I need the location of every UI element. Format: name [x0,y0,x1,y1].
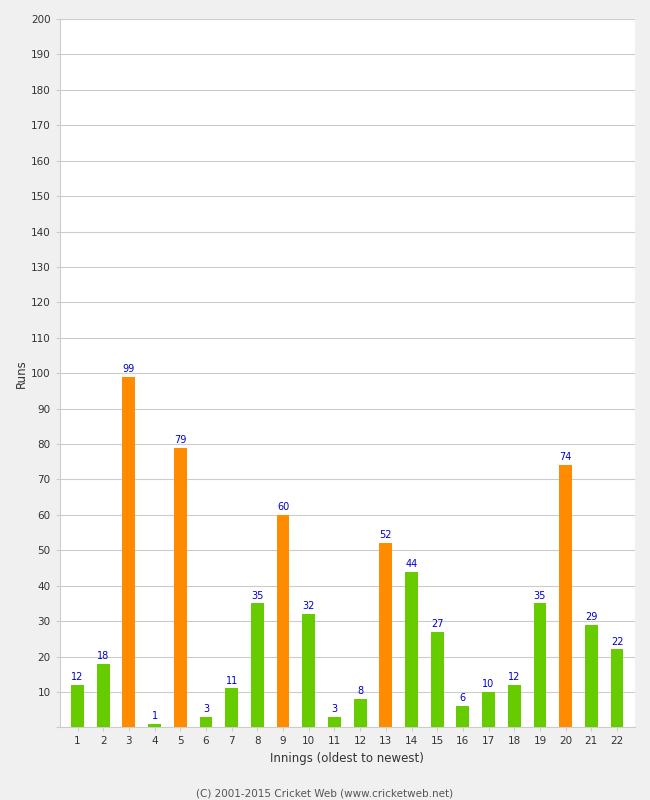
Text: 12: 12 [72,672,84,682]
Bar [354,699,367,727]
Text: 27: 27 [431,619,443,629]
Bar [559,466,572,727]
Text: 32: 32 [302,602,315,611]
Bar [251,603,264,727]
Text: 18: 18 [97,651,109,661]
Bar [174,447,187,727]
Text: 10: 10 [482,679,495,689]
X-axis label: Innings (oldest to newest): Innings (oldest to newest) [270,752,424,765]
Bar [456,706,469,727]
Text: 35: 35 [251,590,263,601]
Bar [277,515,289,727]
Text: 60: 60 [277,502,289,512]
Text: 8: 8 [357,686,363,696]
Text: 99: 99 [123,364,135,374]
Bar [508,685,521,727]
Text: 1: 1 [151,711,158,721]
Text: 79: 79 [174,434,187,445]
Bar [200,717,213,727]
Bar [97,664,110,727]
Text: 3: 3 [332,704,337,714]
Bar [431,632,443,727]
Bar [610,650,623,727]
Text: 11: 11 [226,676,238,686]
Bar [122,377,135,727]
Text: 3: 3 [203,704,209,714]
Bar [380,543,392,727]
Bar [71,685,84,727]
Text: 29: 29 [585,612,597,622]
Text: 22: 22 [611,637,623,646]
Text: 35: 35 [534,590,546,601]
Text: 12: 12 [508,672,521,682]
Bar [226,689,238,727]
Text: 6: 6 [460,694,466,703]
Bar [302,614,315,727]
Bar [405,571,418,727]
Text: 74: 74 [560,453,572,462]
Text: 52: 52 [380,530,392,540]
Bar [482,692,495,727]
Text: (C) 2001-2015 Cricket Web (www.cricketweb.net): (C) 2001-2015 Cricket Web (www.cricketwe… [196,788,454,798]
Y-axis label: Runs: Runs [15,359,28,387]
Bar [585,625,598,727]
Text: 44: 44 [406,558,418,569]
Bar [328,717,341,727]
Bar [534,603,547,727]
Bar [148,724,161,727]
